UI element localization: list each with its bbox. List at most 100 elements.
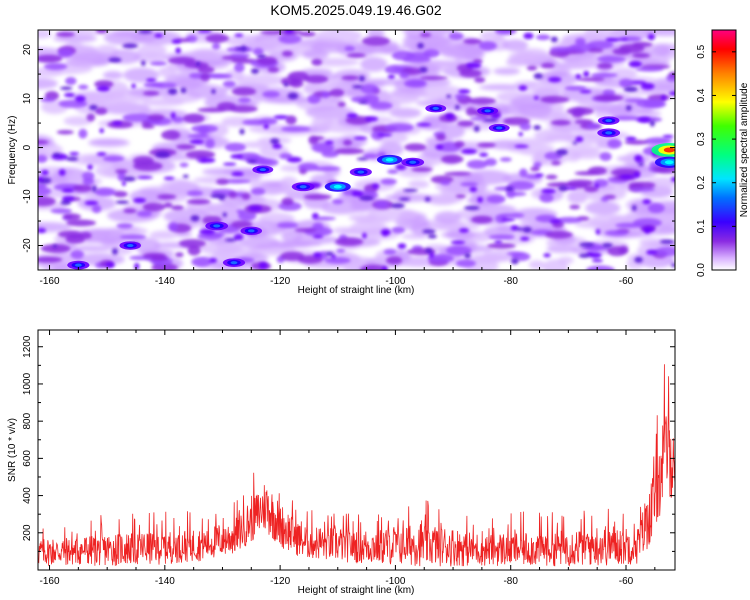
heatmap-cell (488, 234, 515, 240)
heatmap-cell (312, 57, 360, 67)
heatmap-cell (621, 36, 642, 42)
y-tick-label: -20 (22, 238, 33, 253)
heatmap-hotspot (605, 131, 613, 135)
heatmap-cell (366, 30, 385, 39)
heatmap-cell (540, 95, 570, 104)
heatmap-cell (463, 169, 512, 185)
heatmap-cell (211, 43, 221, 50)
heatmap-cell (545, 133, 580, 142)
heatmap-cell (588, 48, 604, 53)
x-tick-label: -60 (619, 576, 634, 587)
heatmap-cell (404, 143, 427, 152)
heatmap-cell (260, 30, 283, 35)
heatmap-cell (133, 197, 147, 203)
heatmap-cell (572, 141, 578, 145)
heatmap-cell (38, 154, 48, 163)
heatmap-cell (443, 171, 472, 176)
heatmap-cell (455, 194, 467, 199)
heatmap-cell (38, 227, 47, 234)
heatmap-cell (343, 139, 353, 146)
y-tick-label: 200 (22, 524, 33, 541)
heatmap-cell (659, 239, 675, 244)
heatmap-cell (464, 205, 480, 211)
heatmap-cell (233, 233, 244, 241)
heatmap-cell (474, 76, 486, 83)
heatmap-cell (429, 252, 434, 259)
heatmap-cell (528, 260, 545, 270)
y-tick-label: 600 (22, 450, 33, 467)
heatmap-cell (285, 115, 297, 125)
heatmap-cell (600, 196, 609, 202)
heatmap-cell (161, 130, 181, 140)
heatmap-cell (281, 197, 294, 206)
heatmap-cell (419, 66, 428, 73)
heatmap-cell (95, 30, 108, 34)
heatmap-cell (578, 77, 605, 82)
heatmap-cell (486, 195, 506, 204)
heatmap-hotspot (663, 147, 675, 153)
heatmap-cell (638, 162, 644, 167)
heatmap-cell (381, 266, 388, 270)
heatmap-cell (96, 152, 107, 156)
heatmap-cell (378, 142, 404, 157)
heatmap-cell (421, 115, 442, 130)
heatmap-cell (647, 94, 671, 101)
heatmap-cell (281, 50, 293, 57)
heatmap-cell (507, 180, 535, 191)
heatmap-cell (619, 174, 635, 179)
heatmap-cell (466, 62, 482, 69)
heatmap-cell (454, 141, 465, 148)
heatmap-cell (407, 79, 426, 87)
heatmap-cell (281, 230, 303, 242)
heatmap-cell (642, 199, 652, 205)
heatmap-cell (595, 228, 601, 235)
heatmap-cell (111, 248, 118, 255)
heatmap-cell (187, 133, 210, 139)
heatmap-cell (446, 94, 451, 99)
figure-title: KOM5.2025.049.19.46.G02 (270, 2, 441, 18)
heatmap-cell (311, 58, 323, 66)
heatmap-cell (307, 94, 321, 104)
heatmap-cell (662, 134, 674, 139)
heatmap-cell (567, 60, 604, 68)
heatmap-cell (180, 87, 187, 94)
heatmap-cell (671, 262, 675, 268)
heatmap-cell (38, 182, 47, 189)
heatmap-cell (584, 185, 599, 193)
heatmap-cell (625, 136, 637, 142)
heatmap-cell (591, 259, 603, 263)
heatmap-cell (38, 186, 52, 196)
heatmap-cell (205, 33, 230, 43)
heatmap-cell (644, 229, 650, 234)
heatmap-cell (499, 157, 512, 162)
heatmap-cell (115, 169, 128, 174)
heatmap-cell (389, 107, 422, 119)
heatmap-cell (435, 134, 446, 141)
heatmap-cell (575, 136, 584, 143)
heatmap-cell (175, 144, 197, 150)
heatmap-cell (497, 30, 512, 33)
heatmap-cell (336, 41, 378, 58)
heatmap-cell (311, 117, 334, 127)
heatmap-x-label: Height of straight line (km) (298, 285, 415, 296)
heatmap-cell (502, 39, 529, 52)
heatmap-cell (583, 70, 590, 78)
heatmap-cell (628, 60, 642, 68)
heatmap-cell (43, 63, 68, 71)
heatmap-cell (493, 67, 521, 75)
heatmap-cell (632, 41, 653, 48)
heatmap-cell (222, 80, 236, 88)
heatmap-cell (136, 210, 152, 217)
heatmap-cell (361, 36, 390, 46)
heatmap-cell (186, 190, 204, 196)
heatmap-cell (548, 76, 562, 83)
heatmap-cell (312, 222, 324, 230)
heatmap-cell (312, 234, 324, 239)
heatmap-cell (545, 174, 558, 180)
heatmap-cell (186, 199, 211, 205)
heatmap-cell (78, 128, 88, 139)
heatmap-cell (575, 37, 586, 45)
heatmap-cell (221, 116, 253, 127)
heatmap-cell (231, 171, 244, 177)
